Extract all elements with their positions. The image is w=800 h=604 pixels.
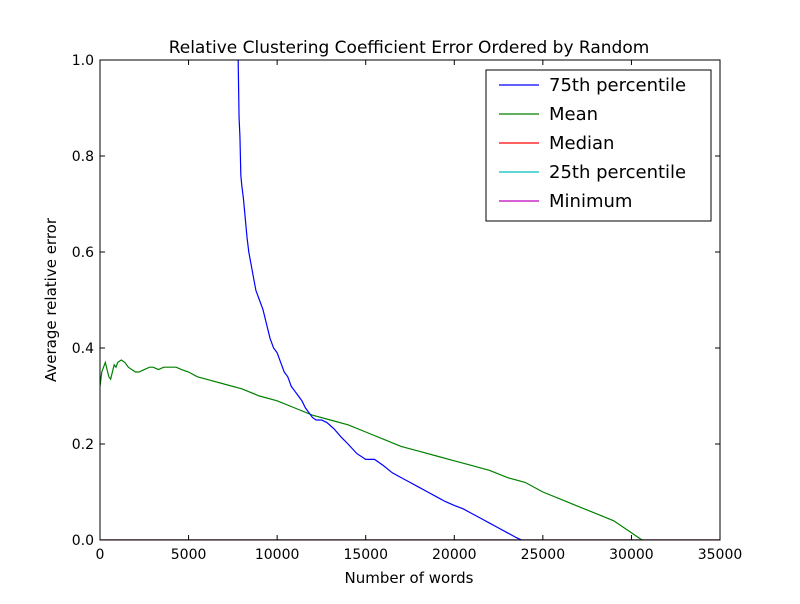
legend-label: Minimum (549, 191, 632, 212)
legend-box (485, 69, 712, 222)
x-tick-label: 10000 (255, 547, 300, 563)
series-line-75th-percentile (237, 60, 522, 540)
chart-title: Relative Clustering Coefficient Error Or… (169, 38, 650, 58)
x-tick-label: 20000 (432, 547, 477, 563)
x-tick-label: 25000 (521, 547, 566, 563)
x-tick-label: 35000 (698, 547, 743, 563)
axis-ticks: 0 5000 10000 15000 20000 25000 30000 35000 0.0 0.… (72, 53, 743, 563)
y-axis-label: Average relative error (42, 217, 60, 382)
y-tick-label: 0.6 (72, 245, 94, 261)
y-tick-label: 0.4 (72, 341, 94, 357)
x-tick-label: 0 (96, 547, 105, 563)
y-tick-label: 0.2 (72, 437, 94, 453)
legend-label: 75th percentile (549, 75, 686, 96)
x-tick-label: 15000 (343, 547, 388, 563)
y-tick-label: 0.0 (72, 533, 94, 549)
x-tick-label: 5000 (171, 547, 207, 563)
legend: 75th percentile Mean Median 25th percentile… (485, 69, 712, 222)
x-tick-label: 30000 (609, 547, 654, 563)
plot-lines (100, 60, 720, 540)
legend-label: Mean (549, 104, 598, 125)
legend-label: 25th percentile (549, 162, 686, 183)
y-tick-label: 0.8 (72, 149, 94, 165)
plot-frame (99, 59, 721, 541)
series-line-mean (100, 359, 643, 540)
x-axis-label: Number of words (345, 569, 474, 587)
y-tick-label: 1.0 (72, 53, 94, 69)
legend-label: Median (549, 133, 614, 154)
